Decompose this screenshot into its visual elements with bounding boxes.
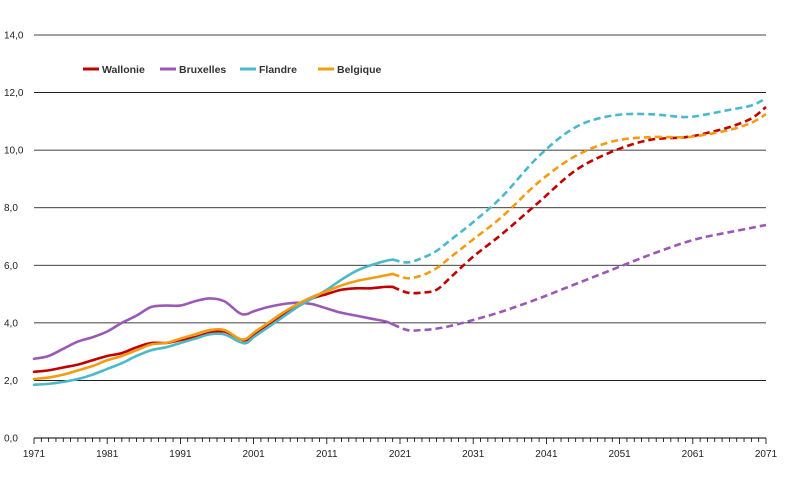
- x-tick-label: 2061: [682, 449, 705, 460]
- y-tick-label: 0,0: [4, 434, 18, 445]
- series-projection-belgique: [392, 113, 767, 280]
- x-axis-ticks: 1971 1981 1991 2001 2011 2021 2031 2041 2051 2061…: [23, 438, 778, 460]
- x-tick-label: 1981: [96, 449, 119, 460]
- series-line-flandre: [32, 258, 394, 387]
- series-projection-flandre: [392, 97, 767, 264]
- y-tick-label: 10,0: [4, 146, 24, 157]
- series-line-wallonie: [32, 285, 394, 374]
- x-tick-label: 2001: [242, 449, 265, 460]
- y-tick-label: 8,0: [4, 203, 18, 214]
- y-tick-label: 4,0: [4, 318, 18, 329]
- x-tick-label: 2041: [535, 449, 558, 460]
- y-tick-label: 14,0: [4, 31, 24, 42]
- gridlines: [34, 34, 766, 381]
- series-lines: [32, 97, 767, 387]
- legend-label-flandre: Flandre: [259, 64, 297, 76]
- x-tick-label: 2021: [389, 449, 412, 460]
- series-projection-wallonie: [392, 105, 767, 295]
- series-projection-bruxelles: [392, 223, 767, 332]
- legend-label-bruxelles: Bruxelles: [179, 64, 226, 76]
- y-tick-label: 2,0: [4, 376, 18, 387]
- legend-label-wallonie: Wallonie: [102, 64, 145, 76]
- x-tick-label: 1971: [23, 449, 46, 460]
- legend-label-belgique: Belgique: [337, 64, 381, 76]
- y-axis-tick-labels: 0,0 2,0 4,0 6,0 8,0 10,0 12,0 14,0: [4, 31, 24, 445]
- x-tick-label: 2031: [462, 449, 485, 460]
- x-tick-label: 2051: [608, 449, 631, 460]
- series-line-belgique: [32, 272, 394, 381]
- y-tick-label: 12,0: [4, 88, 24, 99]
- x-tick-label: 2071: [755, 449, 778, 460]
- x-tick-label: 1991: [169, 449, 192, 460]
- series-line-bruxelles: [32, 297, 394, 361]
- x-tick-label: 2011: [316, 449, 338, 460]
- legend: Wallonie Bruxelles Flandre Belgique: [83, 64, 381, 76]
- y-tick-label: 6,0: [4, 261, 18, 272]
